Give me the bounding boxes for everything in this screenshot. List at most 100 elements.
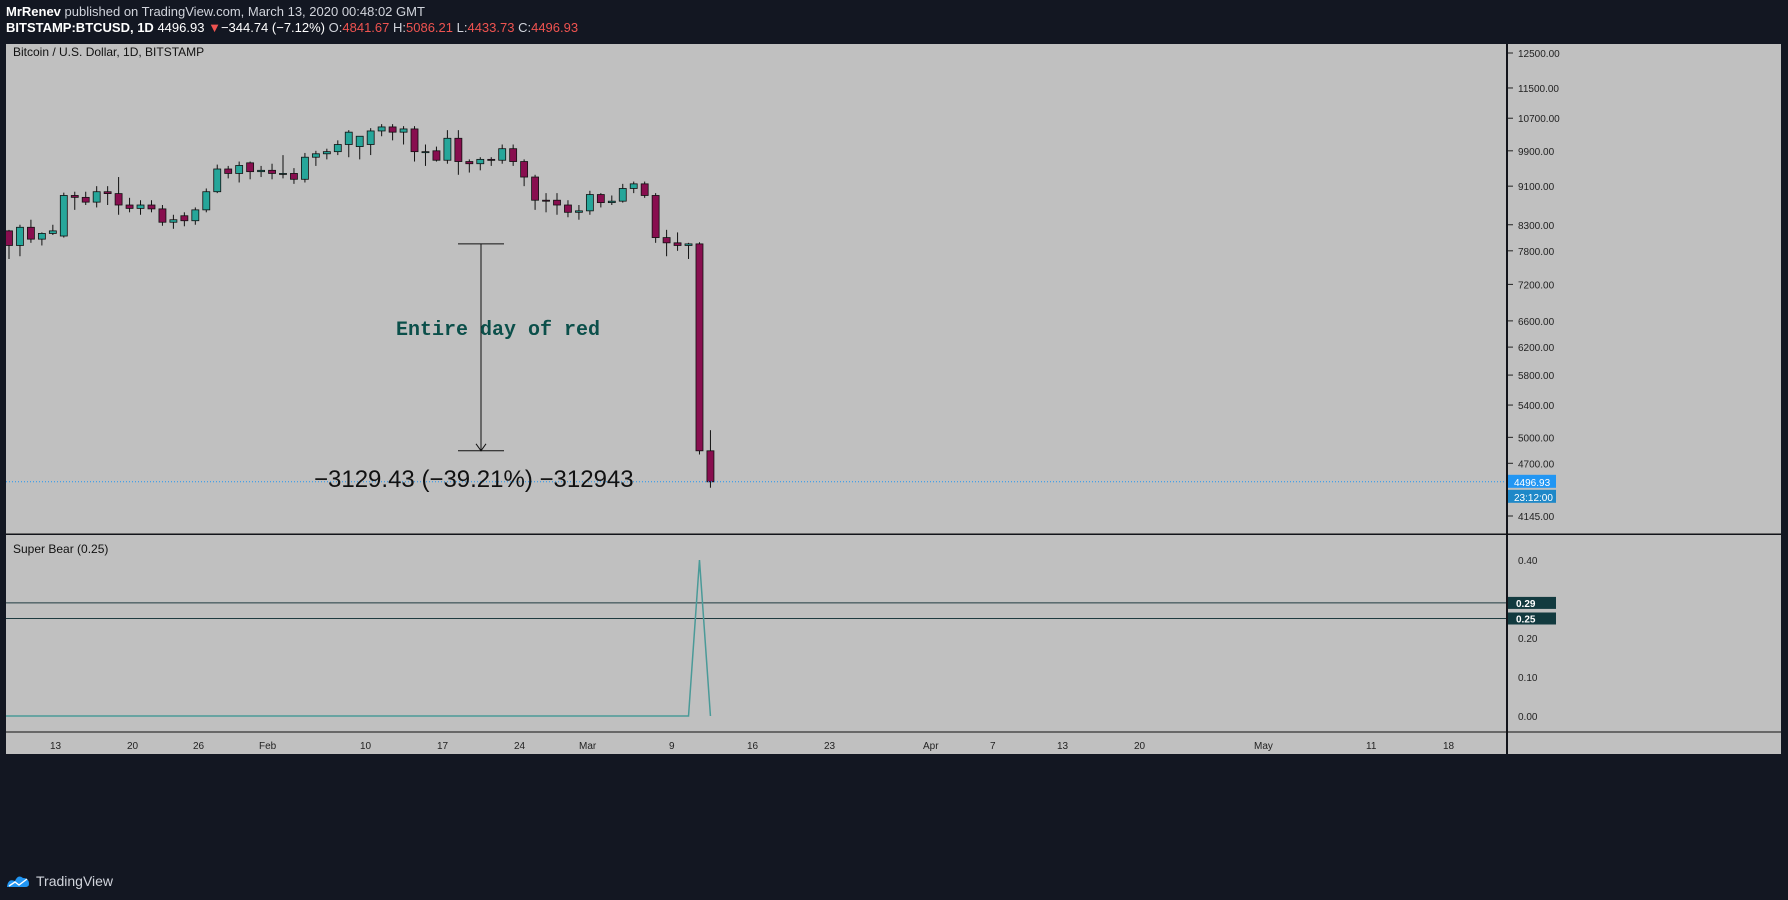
price-tick-label-0: 12500.00 xyxy=(1518,49,1560,60)
candles-group xyxy=(6,124,715,488)
candle-body-56 xyxy=(618,188,627,202)
time-label-7: Mar xyxy=(579,741,597,752)
candle-body-62 xyxy=(684,243,693,246)
candle-body-6 xyxy=(70,195,79,198)
price-tick-label-7: 7200.00 xyxy=(1518,280,1555,291)
candle-body-11 xyxy=(125,204,134,209)
footer-bar: TradingView xyxy=(6,870,113,892)
price-tick-label-13: 4700.00 xyxy=(1518,459,1555,470)
candle-body-14 xyxy=(158,208,167,223)
change-label: −344.74 (−7.12%) xyxy=(220,20,326,35)
candle-body-47 xyxy=(520,161,529,178)
time-label-9: 16 xyxy=(747,741,759,752)
candle-body-34 xyxy=(377,126,386,132)
chart-frame[interactable]: 12500.00 11500.00 10700.00 9900.00 9100.00 83… xyxy=(6,44,1781,864)
threshold-badge-0 xyxy=(1508,596,1556,609)
time-label-11: Apr xyxy=(923,741,939,752)
price-tick-label-4: 9100.00 xyxy=(1518,182,1555,193)
candle-body-9 xyxy=(103,191,112,194)
price-tick-label-10: 5800.00 xyxy=(1518,371,1555,382)
candle-body-16 xyxy=(180,215,189,222)
indicator-tick-label-1: 0.20 xyxy=(1518,634,1538,645)
candle-body-22 xyxy=(246,162,255,173)
candle-body-35 xyxy=(388,126,397,133)
candle-body-24 xyxy=(268,169,276,174)
price-tick-label-5: 8300.00 xyxy=(1518,221,1555,232)
time-label-8: 9 xyxy=(669,741,675,752)
change-arrow-icon: ▼ xyxy=(208,20,221,35)
candle-body-42 xyxy=(465,161,474,165)
time-label-15: May xyxy=(1254,741,1273,752)
chart-canvas[interactable]: 12500.0011500.0010700.009900.009100.0083… xyxy=(6,44,1781,864)
candle-body-31 xyxy=(344,131,353,145)
annotation-text: Entire day of red xyxy=(396,319,600,342)
threshold-badge-label-0: 0.29 xyxy=(1516,599,1536,610)
candle-body-51 xyxy=(564,204,572,213)
price-tick-label-8: 6600.00 xyxy=(1518,317,1555,328)
candle-body-37 xyxy=(410,128,419,153)
candle-body-19 xyxy=(213,168,222,193)
measure-label: −3129.43 (−39.21%) −312943 xyxy=(314,466,634,493)
main-pane-title: Bitcoin / U.S. Dollar, 1D, BITSTAMP xyxy=(13,45,204,59)
countdown-badge-label: 23:12:00 xyxy=(1514,493,1553,504)
candle-body-38 xyxy=(421,151,430,154)
candle-body-18 xyxy=(202,191,211,211)
candle-body-58 xyxy=(640,183,649,196)
time-label-3: Feb xyxy=(259,741,277,752)
time-label-4: 10 xyxy=(360,741,372,752)
high-value: 5086.21 xyxy=(406,20,453,35)
candle-body-50 xyxy=(553,199,561,206)
price-tick-label-11: 5400.00 xyxy=(1518,401,1555,412)
price-tick-label-9: 6200.00 xyxy=(1518,343,1555,354)
time-label-1: 20 xyxy=(127,741,139,752)
countdown-badge xyxy=(1508,489,1556,503)
candle-body-53 xyxy=(585,194,594,212)
indicator-title: Super Bear (0.25) xyxy=(13,542,108,556)
time-label-13: 13 xyxy=(1057,741,1069,752)
candle-body-1 xyxy=(16,226,24,246)
publish-line: MrRenev published on TradingView.com, Ma… xyxy=(6,4,1776,20)
open-label: O: xyxy=(328,20,343,35)
time-label-0: 13 xyxy=(50,741,62,752)
author-name[interactable]: MrRenev xyxy=(6,4,61,19)
time-label-2: 26 xyxy=(193,741,205,752)
candle-body-32 xyxy=(355,135,364,147)
time-label-5: 17 xyxy=(437,741,449,752)
candle-body-61 xyxy=(673,242,682,246)
time-label-6: 24 xyxy=(514,741,526,752)
low-label: L: xyxy=(456,20,468,35)
candle-body-12 xyxy=(136,204,145,209)
candle-body-23 xyxy=(257,169,265,173)
candle-body-48 xyxy=(531,176,539,201)
last-price-badge-label: 4496.93 xyxy=(1514,478,1551,489)
price-tick-label-12: 5000.00 xyxy=(1518,433,1555,444)
threshold-badge-1 xyxy=(1508,612,1556,625)
time-label-10: 23 xyxy=(824,741,836,752)
candle-body-46 xyxy=(509,148,518,162)
candle-body-41 xyxy=(454,137,463,162)
candle-body-21 xyxy=(235,165,244,174)
publish-text: published on TradingView.com, March 13, … xyxy=(64,4,425,19)
candle-body-33 xyxy=(366,130,375,145)
tradingview-logo-icon xyxy=(7,876,29,887)
indicator-scale xyxy=(1508,535,1781,732)
price-tick-label-3: 9900.00 xyxy=(1518,147,1555,158)
open-value: 4841.67 xyxy=(342,20,390,35)
candle-body-20 xyxy=(224,168,233,174)
candle-body-57 xyxy=(629,183,638,189)
candle-body-52 xyxy=(575,210,583,213)
candle-body-43 xyxy=(476,158,485,165)
price-tick-label-2: 10700.00 xyxy=(1518,114,1560,125)
candle-body-63 xyxy=(695,243,704,452)
close-label: C: xyxy=(518,20,532,35)
last-price-badge xyxy=(1508,474,1556,488)
symbol-label: BITSTAMP:BTCUSD, 1D xyxy=(6,20,154,35)
candle-body-15 xyxy=(169,219,178,223)
candle-body-17 xyxy=(191,209,200,222)
candle-body-64 xyxy=(706,450,715,483)
candle-body-25 xyxy=(279,173,287,175)
brand-label[interactable]: TradingView xyxy=(36,873,114,889)
candle-body-39 xyxy=(432,150,441,161)
candle-body-44 xyxy=(487,158,496,161)
candle-body-60 xyxy=(662,237,671,244)
